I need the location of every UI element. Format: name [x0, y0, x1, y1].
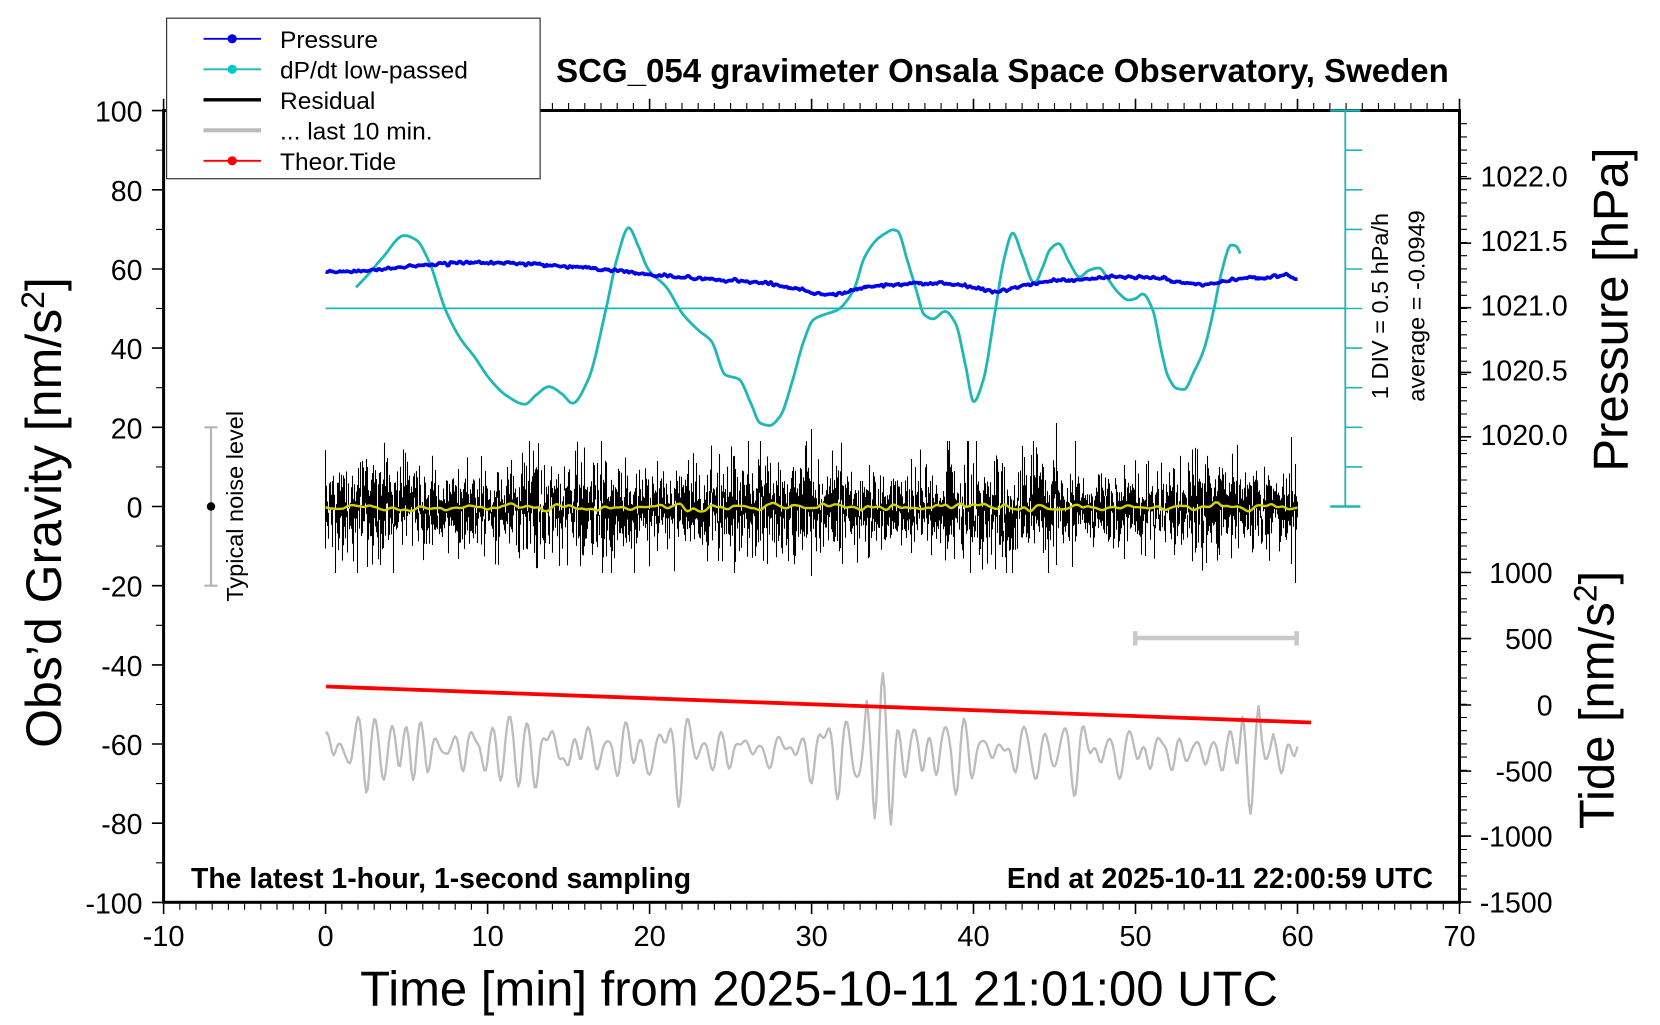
- svg-text:30: 30: [795, 921, 827, 953]
- svg-text:20: 20: [633, 921, 665, 953]
- svg-text:70: 70: [1443, 921, 1475, 953]
- svg-text:500: 500: [1505, 624, 1553, 656]
- svg-text:Theor.Tide: Theor.Tide: [280, 149, 396, 176]
- svg-text:-60: -60: [101, 730, 142, 762]
- svg-text:50: 50: [1119, 921, 1151, 953]
- svg-text:Tide [nm/s2]: Tide [nm/s2]: [1568, 571, 1625, 829]
- svg-text:100: 100: [95, 97, 143, 129]
- svg-text:... last 10 min.: ... last 10 min.: [280, 119, 433, 146]
- svg-text:40: 40: [957, 921, 989, 953]
- svg-text:Pressure [hPa]: Pressure [hPa]: [1585, 148, 1639, 472]
- svg-text:Pressure: Pressure: [280, 27, 378, 54]
- svg-text:Typical noise level: Typical noise level: [222, 411, 248, 602]
- svg-text:1 DIV = 0.5 hPa/h: 1 DIV = 0.5 hPa/h: [1367, 213, 1393, 399]
- svg-text:0: 0: [127, 493, 143, 525]
- svg-text:80: 80: [111, 176, 143, 208]
- svg-text:Residual: Residual: [280, 88, 375, 115]
- svg-text:1020.5: 1020.5: [1481, 355, 1568, 387]
- svg-text:20: 20: [111, 413, 143, 445]
- svg-text:0: 0: [318, 921, 334, 953]
- svg-text:1022.0: 1022.0: [1481, 162, 1568, 194]
- svg-text:-10: -10: [143, 921, 185, 953]
- svg-text:40: 40: [111, 334, 143, 366]
- svg-text:60: 60: [111, 255, 143, 287]
- svg-text:Time [min] from 2025-10-11 21:: Time [min] from 2025-10-11 21:01:00 UTC: [360, 963, 1278, 1017]
- svg-text:1021.0: 1021.0: [1481, 291, 1568, 323]
- svg-text:-1500: -1500: [1480, 888, 1553, 920]
- svg-text:-40: -40: [101, 651, 142, 683]
- svg-text:1000: 1000: [1489, 558, 1552, 590]
- svg-text:-500: -500: [1496, 757, 1553, 789]
- svg-text:-20: -20: [101, 572, 142, 604]
- svg-text:1021.5: 1021.5: [1481, 226, 1568, 258]
- svg-text:average = -0.0949: average = -0.0949: [1404, 210, 1430, 401]
- svg-text:60: 60: [1281, 921, 1313, 953]
- svg-text:SCG_054 gravimeter Onsala Spac: SCG_054 gravimeter Onsala Space Observat…: [556, 52, 1449, 89]
- svg-text:The latest 1-hour, 1-second sa: The latest 1-hour, 1-second sampling: [191, 863, 691, 895]
- svg-text:-100: -100: [85, 888, 142, 920]
- svg-text:0: 0: [1537, 690, 1553, 722]
- svg-text:-80: -80: [101, 809, 142, 841]
- svg-text:1020.0: 1020.0: [1481, 420, 1568, 452]
- svg-text:Obs’d Gravity [nm/s2]: Obs’d Gravity [nm/s2]: [15, 277, 72, 748]
- svg-text:10: 10: [471, 921, 503, 953]
- svg-text:End at 2025-10-11 22:00:59 UTC: End at 2025-10-11 22:00:59 UTC: [1007, 863, 1433, 895]
- svg-text:dP/dt low-passed: dP/dt low-passed: [280, 58, 468, 85]
- svg-text:-1000: -1000: [1480, 822, 1553, 854]
